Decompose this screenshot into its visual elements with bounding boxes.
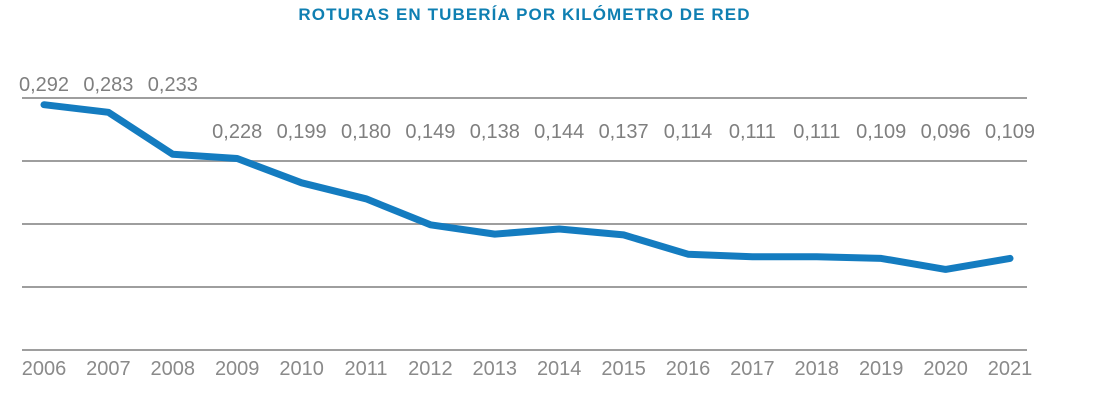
data-line <box>40 101 1014 273</box>
x-axis-label: 2007 <box>86 358 131 380</box>
value-label: 0,111 <box>793 121 840 143</box>
x-axis-label: 2006 <box>22 358 67 380</box>
x-axis-label: 2011 <box>344 358 387 380</box>
value-label: 0,114 <box>664 121 713 143</box>
x-axis-label: 2014 <box>537 358 582 380</box>
value-label: 0,137 <box>599 121 649 143</box>
x-axis-label: 2020 <box>923 358 968 380</box>
x-axis-label: 2015 <box>601 358 646 380</box>
chart-title: ROTURAS EN TUBERÍA POR KILÓMETRO DE RED <box>298 5 751 24</box>
x-axis-label: 2018 <box>795 358 840 380</box>
x-axis-label: 2021 <box>988 358 1033 380</box>
x-axis-label: 2009 <box>215 358 260 380</box>
value-label: 0,180 <box>341 121 391 143</box>
value-label: 0,138 <box>470 121 520 143</box>
value-label: 0,233 <box>148 74 198 96</box>
x-axis-label: 2019 <box>859 358 904 380</box>
x-axis-label: 2013 <box>473 358 518 380</box>
x-axis-label: 2008 <box>151 358 196 380</box>
value-label: 0,228 <box>212 121 262 143</box>
value-label: 0,283 <box>83 74 133 96</box>
x-axis-label: 2016 <box>666 358 711 380</box>
value-label: 0,149 <box>405 121 455 143</box>
value-label: 0,109 <box>856 121 906 143</box>
value-label: 0,096 <box>921 121 971 143</box>
value-label: 0,292 <box>19 74 69 96</box>
value-label: 0,199 <box>277 121 327 143</box>
value-label: 0,109 <box>985 121 1035 143</box>
x-axis-label: 2012 <box>408 358 453 380</box>
x-axis-label: 2017 <box>730 358 775 380</box>
value-label: 0,144 <box>534 121 584 143</box>
x-axis-label: 2010 <box>279 358 324 380</box>
value-label: 0,111 <box>729 121 776 143</box>
